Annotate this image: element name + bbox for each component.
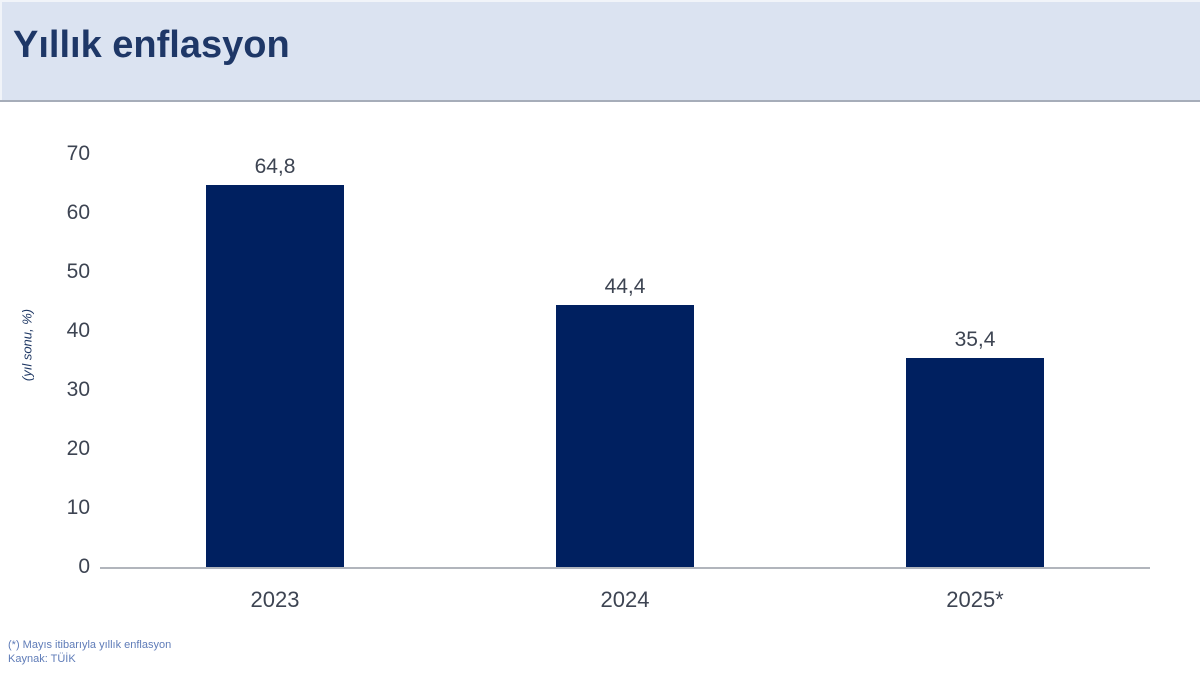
title-banner: Yıllık enflasyon	[0, 0, 1200, 102]
y-tick-label-20: 20	[66, 437, 90, 460]
page-title: Yıllık enflasyon	[13, 24, 290, 66]
x-category-label-2025: 2025*	[946, 587, 1004, 612]
y-tick-label-60: 60	[66, 201, 90, 224]
plot-area: 0 10 20 30 40 50 60 70 64,8 2023 44,4 2024 35,4 2025*	[67, 142, 1150, 612]
data-label-2025: 35,4	[954, 328, 996, 351]
y-tick-label-40: 40	[66, 319, 90, 342]
footnotes: (*) Mayıs itibarıyla yıllık enflasyon Ka…	[8, 638, 171, 666]
footnote-asterisk: (*) Mayıs itibarıyla yıllık enflasyon	[8, 639, 172, 651]
x-category-label-2024: 2024	[600, 587, 650, 612]
bar-2023	[206, 185, 344, 567]
y-tick-label-10: 10	[66, 496, 90, 519]
bar-2025	[906, 358, 1044, 567]
y-tick-label-50: 50	[66, 260, 90, 283]
footnote-source: Kaynak: TÜİK	[8, 653, 76, 665]
annual-inflation-bar-chart: (yıl sonu, %) 0 10 20 30 40 50 60 70 64,8 2023 44,…	[0, 100, 1200, 640]
data-label-2023: 64,8	[254, 155, 296, 178]
x-category-label-2023: 2023	[250, 587, 300, 612]
y-tick-label-30: 30	[66, 378, 90, 401]
y-tick-label-0: 0	[78, 555, 90, 578]
y-axis-label: (yıl sonu, %)	[19, 308, 35, 382]
bar-2024	[556, 305, 694, 567]
data-label-2024: 44,4	[604, 275, 646, 298]
y-tick-label-70: 70	[66, 142, 90, 165]
